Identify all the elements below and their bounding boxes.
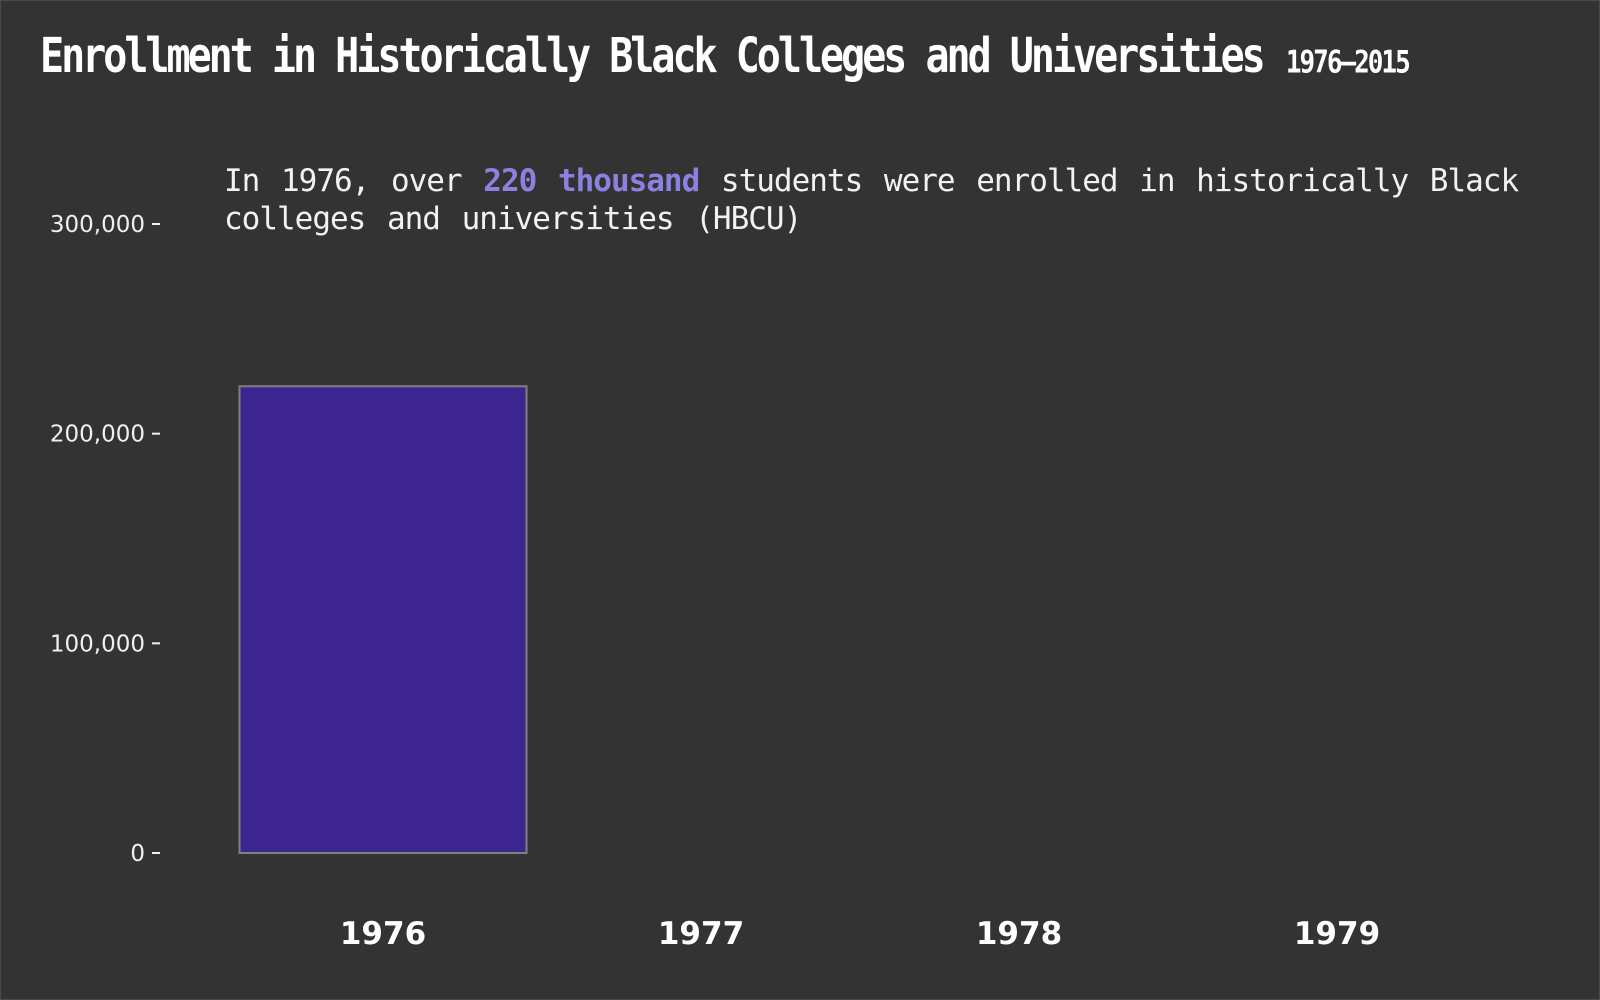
bar-1976: [238, 385, 528, 854]
y-tick-label: 300,000: [50, 212, 145, 238]
x-tick-label-1979: 1979: [1294, 916, 1380, 952]
annotation-text: In 1976, over 220 thousand students were…: [224, 162, 1524, 238]
chart-title: Enrollment in Historically Black College…: [40, 28, 1266, 84]
bars: [238, 385, 528, 854]
annotation-after: students were enrolled in historically B…: [224, 163, 1519, 237]
x-tick-label-1976: 1976: [340, 916, 426, 952]
y-tick-label: 200,000: [50, 422, 145, 448]
x-axis: 1976 1977 1978 1979: [340, 916, 1380, 952]
title-row: Enrollment in Historically Black College…: [40, 29, 1411, 84]
y-tick-label: 100,000: [50, 631, 145, 657]
y-tick-label: 0: [130, 841, 145, 867]
x-tick-label-1977: 1977: [658, 916, 744, 952]
y-axis: 0 100,000 200,000 300,000: [50, 212, 160, 867]
annotation-before: In 1976, over: [224, 163, 484, 199]
annotation-highlight: 220 thousand: [483, 163, 700, 199]
chart-subtitle: 1976–2015: [1285, 45, 1411, 81]
x-tick-label-1978: 1978: [976, 916, 1062, 952]
